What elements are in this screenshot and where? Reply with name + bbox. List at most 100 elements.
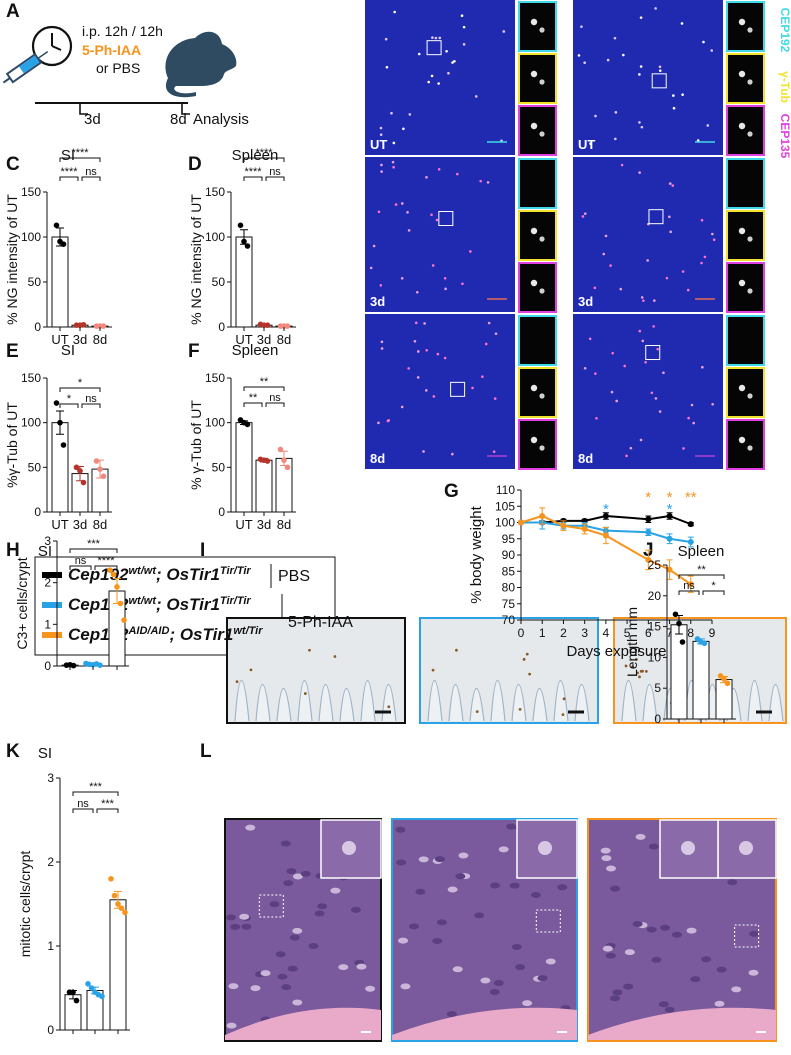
centrosome-dot [451, 61, 454, 64]
chart-title: SI [61, 342, 75, 359]
centrosome-dot [417, 52, 421, 56]
centrosome-dot [430, 74, 434, 78]
significance-bracket [81, 403, 101, 408]
centrosome-dot [437, 82, 440, 85]
inset [518, 367, 557, 418]
x-tick-label: 8 [687, 626, 694, 640]
significance-label: *** [87, 538, 101, 550]
centrosome-dot [712, 238, 716, 241]
centrosome-dot [443, 356, 447, 360]
centrosome-dot [407, 229, 411, 232]
legend-treatment: 5-Ph-IAA [288, 614, 353, 631]
panel-letter: A [6, 1, 20, 22]
centrosome-dot [662, 371, 665, 375]
villus [553, 680, 569, 722]
crypt-cell [474, 912, 485, 919]
data-point [70, 989, 76, 995]
crypt-cell [447, 886, 458, 893]
centrosome-dot [479, 179, 482, 183]
chart-title: SI [38, 543, 52, 560]
legend-entry: Cep192wt/wt; OsTir1Tir/Tir [68, 565, 251, 584]
significance-label: * [645, 489, 651, 506]
legend-part: ; OsTir1 [156, 595, 220, 614]
inset-dot [530, 384, 538, 392]
centrosome-dot [385, 65, 389, 69]
data-point [560, 522, 567, 529]
crypt-cell [660, 924, 671, 931]
inset [726, 315, 765, 366]
significance-label: *** [101, 798, 115, 810]
centrosome-dot [583, 366, 587, 370]
x-tick-label: 8d [277, 332, 291, 347]
crypt-cell [493, 980, 504, 987]
significance-label: **** [255, 147, 273, 159]
data-point [264, 322, 271, 329]
inset-dot [539, 445, 545, 451]
data-point [672, 611, 679, 618]
data-point [97, 662, 103, 668]
crypt-cell [228, 983, 239, 990]
significance-bracket [96, 808, 119, 813]
inset-dot [747, 393, 753, 399]
centrosome-dot [460, 14, 464, 18]
y-tick-label: 25 [648, 558, 662, 572]
y-tick-label: 1 [44, 617, 51, 631]
x-tick-label: 9 [709, 626, 716, 640]
centrosome-dot [606, 58, 610, 62]
centrosome-dot [435, 218, 439, 222]
inset-dot [747, 131, 753, 137]
significance-bracket [702, 590, 725, 595]
crypt-cell [686, 927, 697, 934]
crypt-cell [250, 985, 261, 992]
data-point [97, 466, 103, 472]
y-axis-label: Length mm [624, 607, 640, 677]
significance-bracket [59, 157, 101, 162]
centrosome-dot [593, 286, 597, 290]
crypt-cell [396, 859, 407, 866]
centrosome-dot [620, 163, 624, 167]
inset [726, 158, 765, 209]
crypt-cell [287, 965, 298, 972]
centrosome-dot [681, 270, 685, 273]
data-point [679, 639, 686, 645]
c3-cell [387, 705, 391, 709]
centrosome-dot [402, 127, 405, 131]
significance-bracket [81, 176, 101, 181]
centrosome-dot [701, 365, 704, 369]
centrosome-dot [644, 360, 647, 364]
zoom-box [258, 894, 284, 918]
legend-part: ; OsTir1 [156, 565, 220, 584]
zoom-box [450, 381, 466, 397]
significance-label: * [667, 489, 673, 506]
data-point [100, 473, 107, 480]
crypt-cell [283, 880, 294, 887]
channel-label: CEP192 [778, 8, 791, 53]
data-point [80, 321, 87, 328]
c3-cell [455, 648, 458, 652]
crypt-cell [690, 976, 701, 983]
c3-cell [249, 668, 253, 672]
mitotic-cell [538, 841, 552, 855]
significance-bracket [69, 548, 118, 553]
syringe-plunger [2, 77, 11, 84]
centrosome-dot [408, 113, 412, 116]
legend-entry: Cep192AID/AID; OsTir1wt/Tir [68, 625, 263, 644]
centrosome-dot [484, 342, 488, 346]
significance-label: ** [260, 376, 269, 388]
data-point [676, 620, 682, 627]
mitotic-cell [739, 841, 753, 855]
x-tick-label: 0 [518, 626, 525, 640]
data-point [284, 464, 291, 471]
crypt-cell [612, 989, 623, 996]
data-point [110, 571, 117, 578]
data-point [70, 662, 77, 669]
centrosome-dot [706, 124, 710, 127]
centrosome-dot [686, 288, 690, 292]
inset [518, 419, 557, 470]
y-tick-label: 0 [218, 320, 225, 334]
ihc-image [226, 617, 406, 724]
y-tick-label: 15 [648, 620, 662, 634]
timeline-arrow [79, 103, 88, 115]
crypt-cell [241, 923, 252, 930]
inset [518, 158, 557, 209]
